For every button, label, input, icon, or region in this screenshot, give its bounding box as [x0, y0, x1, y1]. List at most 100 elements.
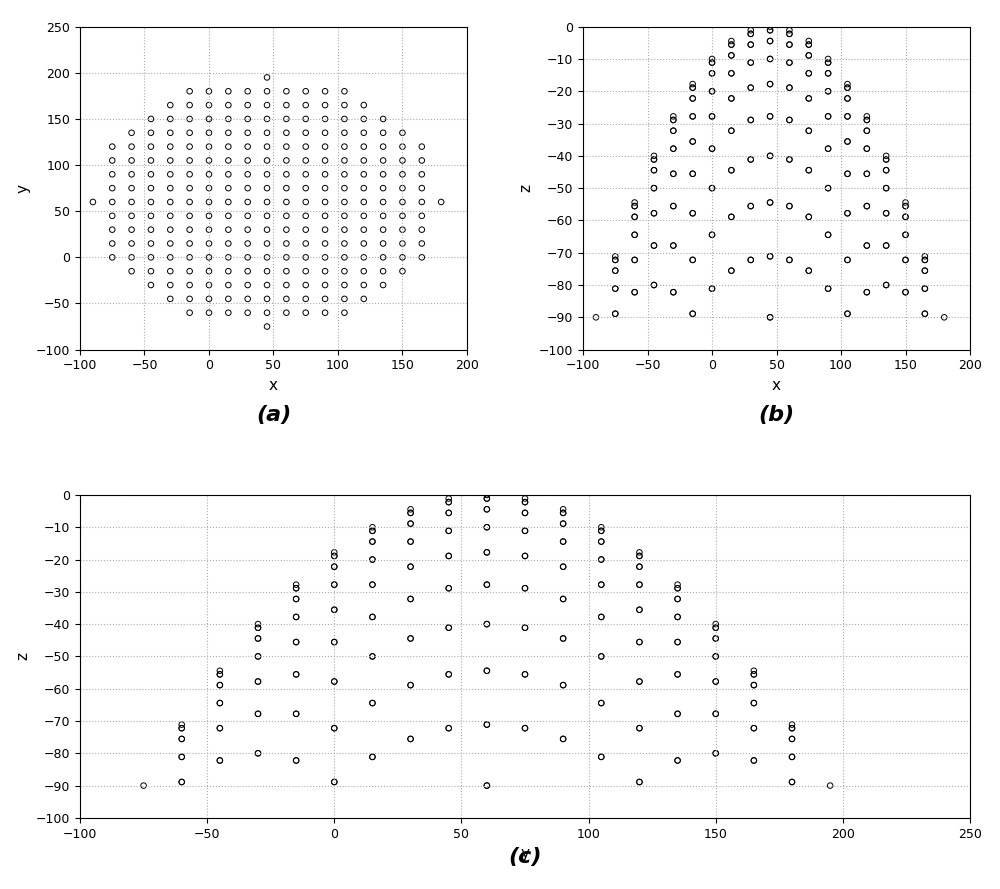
Point	[124, 125, 140, 140]
Point	[326, 675, 342, 689]
Point	[182, 292, 198, 306]
Point	[375, 278, 391, 292]
Point	[781, 152, 797, 166]
Point	[665, 141, 681, 156]
Point	[627, 228, 643, 242]
Point	[820, 84, 836, 99]
Point	[801, 263, 817, 277]
Point	[631, 545, 647, 559]
Point	[723, 66, 739, 80]
Point	[878, 152, 894, 166]
Point	[375, 195, 391, 209]
Point	[743, 81, 759, 95]
Point	[104, 209, 120, 223]
Point	[182, 264, 198, 278]
Point	[878, 238, 894, 252]
Point	[201, 195, 217, 209]
Point	[820, 109, 836, 124]
Point	[723, 263, 739, 277]
Point	[627, 285, 643, 300]
Point	[801, 48, 817, 62]
Point	[317, 167, 333, 181]
Point	[820, 228, 836, 242]
Point	[781, 27, 797, 41]
Point	[240, 222, 256, 236]
Point	[878, 238, 894, 252]
Point	[607, 282, 623, 296]
Point	[746, 678, 762, 693]
Point	[278, 195, 294, 209]
Point	[743, 152, 759, 166]
Point	[627, 210, 643, 224]
Point	[240, 292, 256, 306]
Point	[839, 166, 855, 180]
Point	[820, 141, 836, 156]
Point	[298, 98, 314, 112]
Point	[394, 195, 410, 209]
Point	[364, 578, 380, 592]
Point	[278, 264, 294, 278]
Point	[288, 592, 304, 606]
Text: (b): (b)	[758, 404, 795, 425]
Point	[288, 578, 304, 592]
Point	[839, 92, 855, 106]
Point	[250, 675, 266, 689]
Point	[859, 238, 875, 252]
Point	[298, 112, 314, 126]
Point	[356, 236, 372, 251]
Point	[704, 228, 720, 242]
Point	[555, 631, 571, 645]
Point	[212, 721, 228, 735]
Point	[762, 249, 778, 263]
Point	[278, 278, 294, 292]
Point	[762, 77, 778, 92]
Point	[646, 238, 662, 252]
Point	[479, 492, 495, 506]
Point	[356, 125, 372, 140]
Point	[685, 307, 701, 321]
Point	[326, 559, 342, 573]
Point	[326, 635, 342, 649]
Point	[259, 167, 275, 181]
Point	[631, 721, 647, 735]
Point	[201, 125, 217, 140]
Point	[414, 236, 430, 251]
Point	[685, 206, 701, 220]
Point	[336, 181, 352, 196]
Point	[182, 98, 198, 112]
Point	[479, 492, 495, 506]
Point	[240, 306, 256, 320]
Point	[607, 307, 623, 321]
Point	[441, 549, 457, 563]
Point	[917, 252, 933, 267]
Point	[723, 263, 739, 277]
Point	[317, 264, 333, 278]
Point	[201, 98, 217, 112]
Point	[414, 250, 430, 264]
Point	[317, 181, 333, 196]
Point	[104, 236, 120, 251]
Point	[104, 250, 120, 264]
Point	[555, 631, 571, 645]
Point	[104, 195, 120, 209]
Point	[704, 66, 720, 80]
Point	[685, 81, 701, 95]
Point	[85, 195, 101, 209]
Point	[479, 717, 495, 732]
Point	[607, 249, 623, 263]
Point	[627, 228, 643, 242]
Point	[631, 675, 647, 689]
Point	[441, 524, 457, 538]
Point	[743, 199, 759, 213]
Point	[898, 228, 914, 242]
Point	[336, 167, 352, 181]
Point	[240, 181, 256, 196]
Point	[784, 732, 800, 746]
Point	[781, 23, 797, 37]
Point	[723, 210, 739, 224]
Point	[665, 141, 681, 156]
Point	[336, 209, 352, 223]
Point	[336, 250, 352, 264]
Point	[298, 140, 314, 154]
Point	[743, 199, 759, 213]
